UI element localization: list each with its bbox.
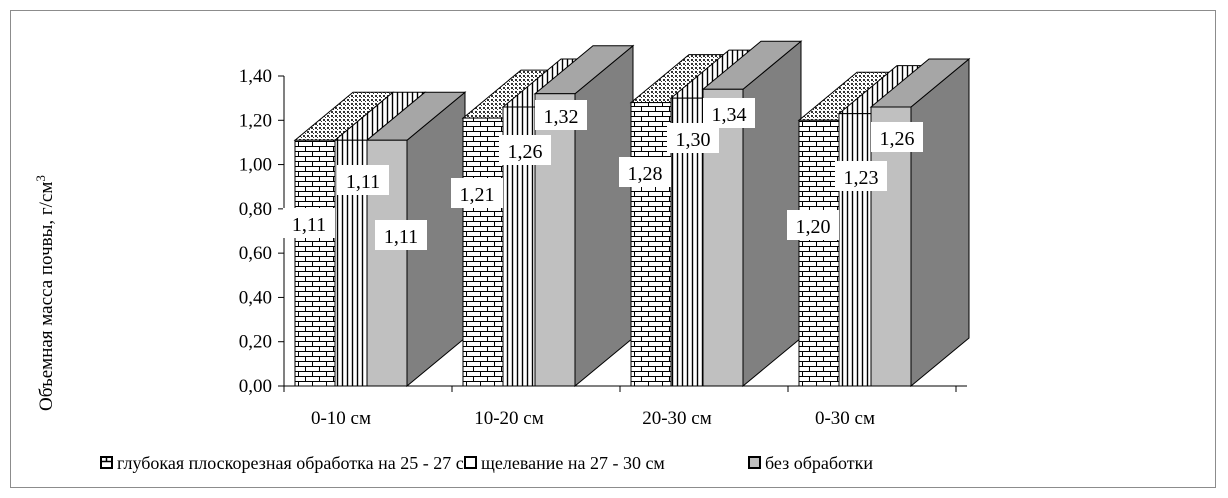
x-category-label: 20-30 см <box>642 408 712 429</box>
data-label-bg <box>451 178 503 208</box>
data-label: 1,26 <box>499 135 551 165</box>
legend-swatch <box>464 456 477 469</box>
bar-front-deep-tillage <box>630 102 672 387</box>
y-axis-label: Объемная масса почвы, г/см3 <box>33 175 57 411</box>
x-category-label: 0-10 см <box>311 408 371 429</box>
legend-item: глубокая плоскорезная обработка на 25 - … <box>100 453 475 473</box>
bar-front-deep-tillage <box>294 139 336 387</box>
bar-group <box>797 57 971 388</box>
data-label-text: 1,26 <box>508 141 543 163</box>
data-label: 1,28 <box>619 157 671 187</box>
legend-swatch <box>100 456 113 469</box>
y-axis: 0,00 0,20 0,40 0,60 0,80 1,00 1,20 1,40 <box>239 66 285 397</box>
data-label: 1,34 <box>703 98 755 128</box>
y-axis-label-sup: 3 <box>33 175 48 182</box>
data-label-text: 1,20 <box>796 216 831 238</box>
data-label-bg <box>871 122 923 152</box>
chart-frame: Объемная масса почвы, г/см3 0,00 0,20 0,40… <box>10 10 1216 488</box>
data-label-text: 1,11 <box>346 171 380 193</box>
legend-label: щелевание на 27 - 30 см <box>481 453 665 473</box>
data-label: 1,11 <box>337 165 389 195</box>
legend-swatch <box>748 456 761 469</box>
data-label: 1,32 <box>535 100 587 130</box>
data-label-text: 1,30 <box>676 129 711 151</box>
data-label: 1,20 <box>787 210 839 240</box>
data-label: 1,11 <box>283 208 335 238</box>
data-label-bg <box>535 100 587 130</box>
data-label: 1,30 <box>667 123 719 153</box>
x-category-label: 10-20 см <box>474 408 544 429</box>
data-label-text: 1,26 <box>880 128 915 150</box>
legend-label: глубокая плоскорезная обработка на 25 - … <box>117 453 475 473</box>
legend-label: без обработки <box>765 453 873 473</box>
bar-group <box>293 91 467 388</box>
data-label: 1,23 <box>835 161 887 191</box>
bar-side-face <box>574 44 634 388</box>
y-tick-label: 1,00 <box>239 155 272 176</box>
legend-item: щелевание на 27 - 30 см <box>464 453 665 473</box>
data-label-bg <box>703 98 755 128</box>
data-label-bg <box>337 165 389 195</box>
bar-front-deep-tillage <box>462 117 504 387</box>
data-labels: 1,111,111,111,211,261,321,281,301,341,20… <box>283 98 923 250</box>
y-tick-label: 0,40 <box>239 287 272 308</box>
data-label-text: 1,21 <box>460 184 495 206</box>
bar-front-deep-tillage <box>798 119 840 387</box>
chart-svg: Объемная масса почвы, г/см3 0,00 0,20 0,40… <box>33 40 971 473</box>
y-tick-label: 0,00 <box>239 376 272 397</box>
bars <box>293 40 971 388</box>
data-label-bg <box>283 208 335 238</box>
data-label-text: 1,34 <box>712 104 747 126</box>
data-label-text: 1,23 <box>844 167 879 189</box>
y-tick-label: 1,20 <box>239 110 272 131</box>
y-tick-label: 1,40 <box>239 66 272 87</box>
data-label-bg <box>619 157 671 187</box>
svg-text:Объемная масса почвы, г/см3: Объемная масса почвы, г/см3 <box>33 175 57 411</box>
bar-side-face <box>910 57 970 388</box>
legend: глубокая плоскорезная обработка на 25 - … <box>100 453 873 473</box>
data-label-bg <box>375 220 427 250</box>
data-label: 1,21 <box>451 178 503 208</box>
bar-front-slitting <box>838 113 872 387</box>
x-axis: 0-10 см 10-20 см 20-30 см 0-30 см <box>283 385 967 429</box>
bar-group <box>629 40 803 388</box>
data-label-text: 1,11 <box>384 226 418 248</box>
data-label: 1,11 <box>375 220 427 250</box>
data-label-bg <box>835 161 887 191</box>
data-label-bg <box>787 210 839 240</box>
y-tick-label: 0,60 <box>239 243 272 264</box>
data-label-text: 1,32 <box>544 106 579 128</box>
y-tick-label: 0,20 <box>239 332 272 353</box>
data-label-bg <box>499 135 551 165</box>
data-label-text: 1,28 <box>628 163 663 185</box>
data-label-text: 1,11 <box>292 214 326 236</box>
y-tick-label: 0,80 <box>239 199 272 220</box>
data-label: 1,26 <box>871 122 923 152</box>
legend-item: без обработки <box>748 453 873 473</box>
bar-group <box>461 44 635 388</box>
y-axis-label-text: Объемная масса почвы, г/см <box>36 182 57 411</box>
x-category-label: 0-30 см <box>815 408 875 429</box>
